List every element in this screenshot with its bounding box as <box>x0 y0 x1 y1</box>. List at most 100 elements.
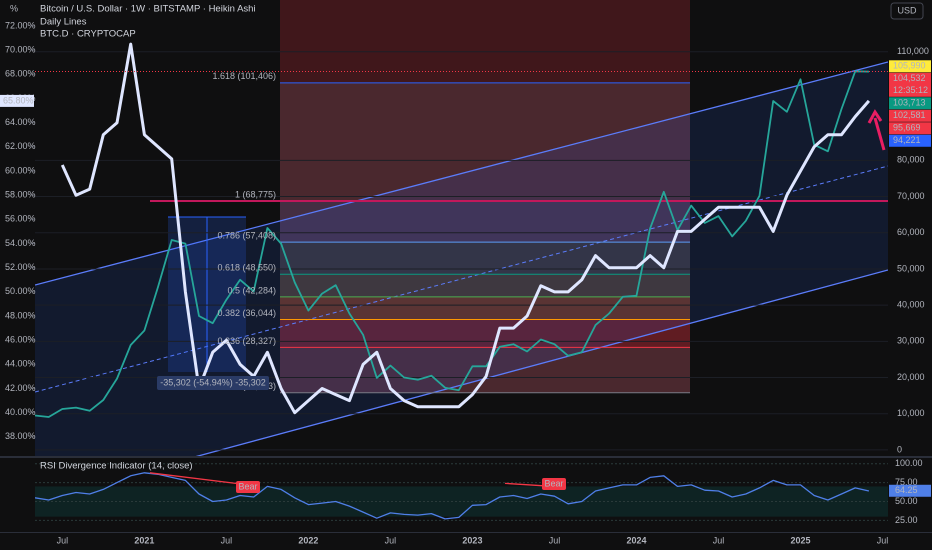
x-tick-label: 2025 <box>791 535 811 545</box>
price-label: 103,713 <box>893 98 926 108</box>
price-label-bg <box>889 72 931 97</box>
y-tick-label: 110,000 <box>897 46 929 56</box>
price-label-bg <box>889 122 931 135</box>
rsi-tick-label: 75.00 <box>895 477 918 487</box>
y2-tick-label: 40.00% <box>5 407 36 417</box>
fib-label: 1.618 (101,406) <box>212 71 276 81</box>
price-pane <box>35 0 888 456</box>
fib-label: 0.618 (48,550) <box>217 263 276 273</box>
x-tick-label: 2022 <box>298 535 318 545</box>
y2-tick-label: 48.00% <box>5 310 36 320</box>
y2-tick-label: 44.00% <box>5 359 36 369</box>
dominance-label-bg <box>0 94 34 107</box>
y-tick-label: 20,000 <box>897 372 925 382</box>
price-label-bg <box>889 60 931 73</box>
indicator-name: Daily Lines <box>40 17 87 28</box>
x-tick-label: Jul <box>713 535 725 545</box>
dominance-label: 65.80% <box>3 95 34 105</box>
rsi-current-bg <box>889 484 931 497</box>
measure-label-bg <box>157 376 269 390</box>
price-label: 94,221 <box>893 135 921 145</box>
fib-label: 0.786 (57,408) <box>217 231 276 241</box>
series-title: Bitcoin / U.S. Dollar · 1W · BITSTAMP · … <box>40 4 256 15</box>
y-tick-label: 50,000 <box>897 263 925 273</box>
y2-tick-label: 62.00% <box>5 141 36 151</box>
rsi-pane <box>35 463 888 521</box>
price-label: 104,532 <box>893 73 926 83</box>
fib-label: 0.236 (28,327) <box>217 336 276 346</box>
compare-symbol: BTC.D · CRYPTOCAP <box>40 29 136 40</box>
fib-zone <box>280 319 690 348</box>
bear-label-bg <box>236 481 260 493</box>
x-tick-label: Jul <box>549 535 561 545</box>
currency-button[interactable] <box>890 2 924 20</box>
x-tick-label: Jul <box>385 535 397 545</box>
bear-label: Bear <box>544 478 563 488</box>
y2-tick-label: 72.00% <box>5 20 36 30</box>
countdown: 12:35:12 <box>893 85 928 95</box>
y2-tick-label: 46.00% <box>5 335 36 345</box>
x-tick-label: 2021 <box>134 535 154 545</box>
fib-zone <box>280 200 690 243</box>
y-tick-label: 60,000 <box>897 227 925 237</box>
pane-separator <box>0 456 932 458</box>
fib-label: 0.382 (36,044) <box>217 308 276 318</box>
divergence-line <box>149 472 249 486</box>
rsi-title: RSI Divergence Indicator (14, close) <box>40 461 193 472</box>
y2-tick-label: 42.00% <box>5 383 36 393</box>
rsi-tick-label: 25.00 <box>895 515 918 525</box>
y2-tick-label: 58.00% <box>5 190 36 200</box>
fib-label: 0.5 (42,284) <box>227 285 276 295</box>
x-tick-label: 2023 <box>462 535 482 545</box>
left-axis-unit: % <box>10 3 18 13</box>
y-tick-label: 80,000 <box>897 155 925 165</box>
y-tick-label: 10,000 <box>897 408 925 418</box>
price-label-bg <box>889 134 931 147</box>
y2-tick-label: 56.00% <box>5 214 36 224</box>
y-tick-label: 0 <box>897 444 902 454</box>
y2-tick-label: 64.00% <box>5 117 36 127</box>
y2-tick-label: 60.00% <box>5 165 36 175</box>
y-tick-label: 40,000 <box>897 300 925 310</box>
arrow <box>867 109 886 151</box>
x-tick-label: Jul <box>877 535 889 545</box>
y-tick-label: 70,000 <box>897 191 925 201</box>
y2-tick-label: 54.00% <box>5 238 36 248</box>
fib-zone <box>280 296 690 320</box>
right-axis-unit[interactable]: USD <box>897 5 917 15</box>
bear-label: Bear <box>238 481 257 491</box>
rsi-tick-label: 50.00 <box>895 496 918 506</box>
rsi-band <box>35 486 888 517</box>
fib-zone <box>280 274 690 297</box>
price-line <box>35 70 869 418</box>
y2-tick-label: 68.00% <box>5 69 36 79</box>
rsi-tick-label: 100.00 <box>895 458 923 468</box>
bear-label-bg <box>542 478 566 490</box>
fib-zone <box>280 347 690 393</box>
x-tick-label: Jul <box>221 535 233 545</box>
price-label-bg <box>889 97 931 110</box>
price-label-bg <box>889 109 931 122</box>
price-label: 105,990 <box>893 61 926 71</box>
y2-tick-label: 38.00% <box>5 431 36 441</box>
dominance-line <box>60 42 871 415</box>
fib-zone <box>280 82 690 201</box>
channel-upper <box>35 61 888 286</box>
fib-label: 1 (68,775) <box>235 189 276 199</box>
price-label: 95,669 <box>893 123 921 133</box>
y2-tick-label: 70.00% <box>5 45 36 55</box>
rsi-current-label: 64.25 <box>895 485 918 495</box>
x-tick-label: Jul <box>57 535 69 545</box>
y2-tick-label: 52.00% <box>5 262 36 272</box>
rsi-line <box>35 472 870 520</box>
price-label: 102,581 <box>893 110 926 120</box>
x-tick-label: 2024 <box>626 535 646 545</box>
time-axis-border <box>0 532 932 533</box>
measure-label: -35,302 (-54.94%) -35,302 <box>160 377 266 387</box>
y-tick-label: 30,000 <box>897 336 925 346</box>
channel-mid <box>35 165 888 393</box>
y2-tick-label: 50.00% <box>5 286 36 296</box>
